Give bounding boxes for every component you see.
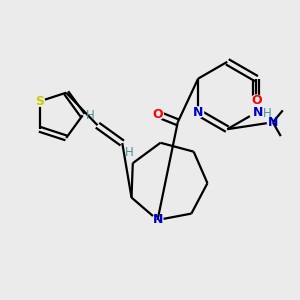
Circle shape — [251, 95, 262, 106]
Text: S: S — [35, 95, 44, 108]
Text: N: N — [152, 214, 163, 226]
Circle shape — [267, 117, 278, 128]
Text: H: H — [125, 146, 134, 160]
Text: H: H — [86, 109, 95, 122]
Text: N: N — [253, 106, 264, 119]
Circle shape — [152, 109, 164, 120]
Circle shape — [193, 107, 204, 118]
Circle shape — [152, 214, 163, 225]
Circle shape — [35, 96, 45, 106]
Text: H: H — [263, 107, 272, 120]
Text: N: N — [193, 106, 203, 119]
Text: N: N — [268, 116, 278, 129]
Circle shape — [250, 105, 263, 119]
Text: O: O — [251, 94, 262, 107]
Text: O: O — [153, 108, 163, 121]
